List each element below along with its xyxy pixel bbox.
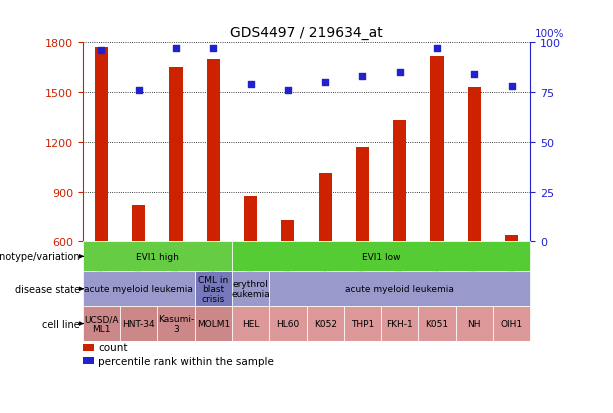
Title: GDS4497 / 219634_at: GDS4497 / 219634_at: [230, 26, 383, 40]
Point: [134, 88, 143, 94]
Bar: [158, 306, 195, 341]
Bar: [356, 147, 369, 242]
Text: FKH-1: FKH-1: [386, 319, 413, 328]
Text: Kasumi-
3: Kasumi- 3: [158, 314, 194, 333]
Bar: [468, 88, 481, 242]
Bar: [319, 174, 332, 242]
Bar: [381, 306, 418, 341]
Bar: [306, 306, 344, 341]
Bar: [83, 242, 232, 272]
Bar: [195, 306, 232, 341]
Text: cell line: cell line: [42, 319, 80, 329]
Text: count: count: [98, 342, 128, 352]
Text: K051: K051: [425, 319, 449, 328]
Text: UCSD/A
ML1: UCSD/A ML1: [84, 314, 119, 333]
Text: HL60: HL60: [276, 319, 300, 328]
Bar: [455, 306, 493, 341]
Text: HNT-34: HNT-34: [123, 319, 155, 328]
Text: MOLM1: MOLM1: [197, 319, 230, 328]
Bar: [505, 235, 518, 242]
Bar: [195, 272, 232, 306]
Point: [507, 84, 517, 90]
Text: genotype/variation: genotype/variation: [0, 252, 80, 262]
Bar: [269, 272, 530, 306]
Bar: [232, 242, 530, 272]
Text: EVI1 low: EVI1 low: [362, 252, 400, 261]
Bar: [232, 272, 269, 306]
Point: [395, 70, 405, 76]
Point: [208, 46, 218, 52]
Bar: [83, 357, 94, 364]
Bar: [344, 306, 381, 341]
Bar: [430, 57, 444, 242]
Text: K052: K052: [314, 319, 337, 328]
Bar: [83, 344, 94, 351]
Text: HEL: HEL: [242, 319, 259, 328]
Bar: [83, 272, 195, 306]
Bar: [269, 306, 306, 341]
Bar: [83, 306, 120, 341]
Text: EVI1 high: EVI1 high: [136, 252, 179, 261]
Text: OIH1: OIH1: [501, 319, 523, 328]
Point: [432, 46, 442, 52]
Point: [171, 46, 181, 52]
Bar: [232, 306, 269, 341]
Text: disease state: disease state: [15, 284, 80, 294]
Point: [246, 82, 256, 88]
Bar: [418, 306, 455, 341]
Bar: [244, 197, 257, 242]
Point: [283, 88, 293, 94]
Text: 100%: 100%: [535, 29, 564, 39]
Bar: [120, 306, 158, 341]
Text: acute myeloid leukemia: acute myeloid leukemia: [84, 285, 193, 294]
Point: [320, 80, 330, 86]
Point: [470, 72, 479, 78]
Bar: [207, 60, 220, 242]
Point: [96, 48, 106, 55]
Bar: [393, 121, 406, 242]
Text: percentile rank within the sample: percentile rank within the sample: [98, 356, 274, 366]
Bar: [493, 306, 530, 341]
Text: THP1: THP1: [351, 319, 374, 328]
Text: erythrol
eukemia: erythrol eukemia: [231, 280, 270, 299]
Text: CML in
blast
crisis: CML in blast crisis: [198, 275, 229, 303]
Text: NH: NH: [468, 319, 481, 328]
Bar: [95, 48, 108, 242]
Bar: [281, 220, 294, 242]
Text: acute myeloid leukemia: acute myeloid leukemia: [345, 285, 454, 294]
Bar: [169, 68, 183, 242]
Point: [357, 74, 367, 81]
Bar: [132, 205, 145, 242]
